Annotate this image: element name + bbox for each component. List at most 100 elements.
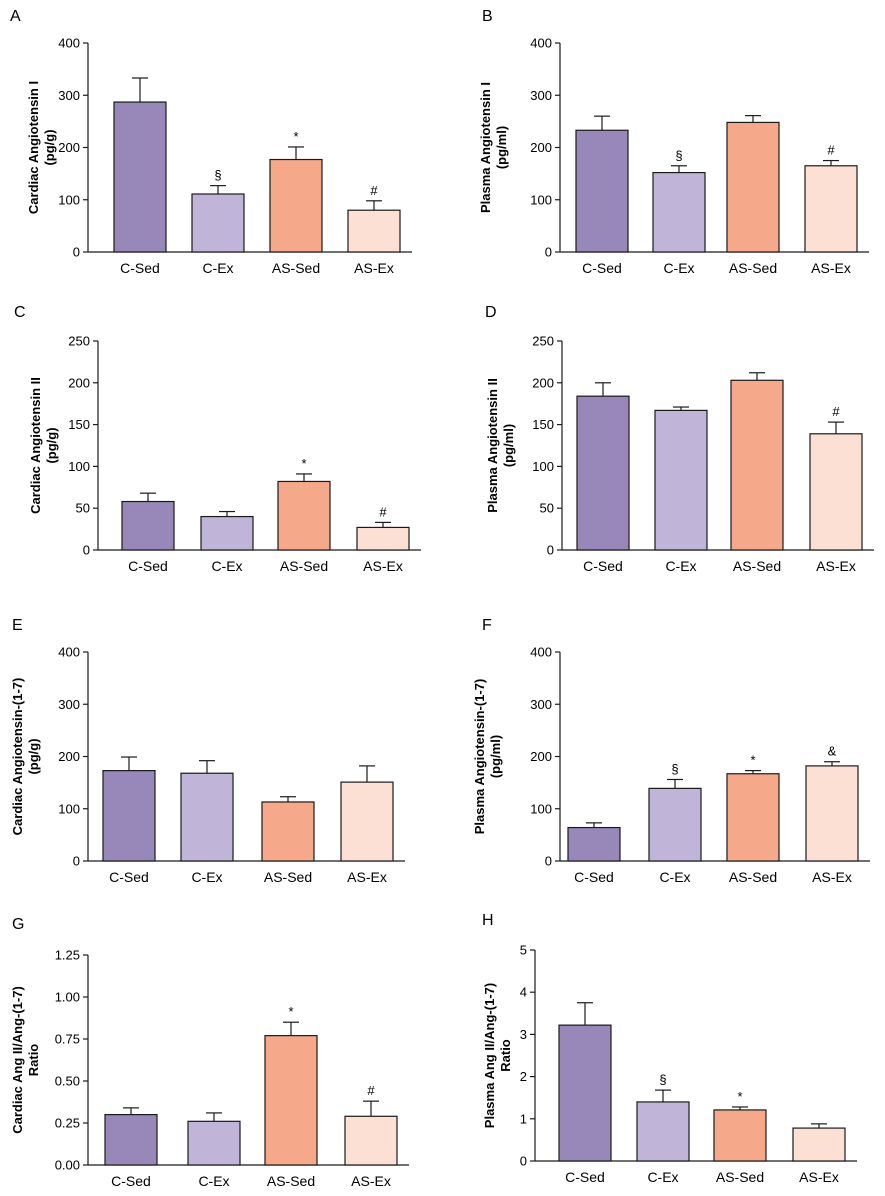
significance-mark: § [659, 1072, 666, 1087]
significance-mark: # [832, 404, 840, 419]
y-axis-label: Cardiac Angiotensin-(1-7)(pg/g) [10, 678, 41, 836]
y-tick-label: 0.00 [55, 1158, 80, 1173]
y-axis-label-line: (pg/ml) [488, 735, 503, 778]
y-axis-label: Cardiac Angiotensin II(pg/g) [28, 377, 59, 514]
chart-panel-f: F 0 100 200 300 400 Plasma Angiotensin-(1-7)(p… [472, 617, 870, 885]
bar-as-ex [792, 1127, 846, 1162]
significance-mark: * [293, 129, 298, 144]
bar-c-ex [187, 1120, 241, 1166]
chart-panel-d: D 0 50 100 150 200 250 Plasma Angiotensin II(pg… [485, 304, 874, 574]
y-tick-label: 200 [68, 375, 90, 390]
bar-c-sed [102, 770, 156, 862]
y-tick-label: 0 [83, 543, 90, 558]
bar-as-ex [340, 781, 394, 862]
x-category-label: AS-Sed [280, 558, 328, 574]
y-tick-label: 0 [545, 245, 552, 260]
bar-as-sed [261, 801, 315, 862]
chart-panel-e: E 0 100 200 300 400 Cardiac Angiotensin-(1-7)(… [10, 617, 405, 885]
significance-mark: # [370, 183, 378, 198]
y-tick-label: 0.75 [55, 1032, 80, 1047]
bar-as-sed [277, 480, 331, 551]
significance-mark: * [737, 1089, 742, 1104]
y-tick-label: 200 [58, 749, 80, 764]
significance-mark: § [675, 148, 682, 163]
x-category-label: C-Ex [198, 1173, 229, 1189]
bar-c-ex [200, 515, 254, 551]
significance-mark: * [750, 753, 755, 768]
bar-as-sed [726, 773, 780, 862]
bar-as-ex [804, 165, 858, 253]
x-category-label: C-Ex [647, 1169, 678, 1185]
y-tick-label: 400 [530, 645, 552, 660]
bar-as-ex [805, 765, 859, 862]
panel-letter: B [482, 8, 493, 25]
y-tick-label: 1.00 [55, 990, 80, 1005]
x-category-label: C-Sed [565, 1169, 605, 1185]
bar-as-sed [713, 1109, 767, 1162]
y-axis-label-line: Cardiac Angiotensin-(1-7) [10, 678, 25, 836]
x-category-label: AS-Sed [264, 869, 312, 885]
y-axis-label-line: Plasma Ang II/Ang-(1-7) [482, 983, 497, 1128]
significance-mark: # [367, 1083, 375, 1098]
x-category-label: AS-Sed [733, 558, 781, 574]
bar-as-sed [726, 121, 780, 253]
x-category-label: AS-Ex [812, 869, 852, 885]
y-tick-label: 50 [76, 501, 90, 516]
chart-panel-h: H 0 1 2 3 4 5 Plasma Ang II/Ang-(1-7)Ratio C-Sed… [482, 912, 857, 1185]
panel-letter: G [12, 916, 24, 933]
y-tick-label: 300 [58, 697, 80, 712]
x-category-label: C-Ex [659, 869, 690, 885]
y-tick-label: 1 [520, 1111, 527, 1126]
bar-c-sed [576, 395, 630, 551]
bar-c-ex [180, 772, 234, 862]
y-axis-label: Plasma Angiotensin II(pg/ml) [485, 378, 516, 513]
x-category-label: AS-Sed [267, 1173, 315, 1189]
x-category-label: C-Sed [128, 558, 168, 574]
bar-c-ex [652, 171, 706, 253]
y-tick-label: 300 [530, 88, 552, 103]
y-axis-label-line: Plasma Angiotensin I [478, 82, 493, 213]
x-category-label: AS-Ex [347, 869, 387, 885]
y-tick-label: 100 [532, 459, 554, 474]
x-category-label: AS-Ex [811, 260, 851, 276]
x-category-label: AS-Ex [354, 260, 394, 276]
x-category-label: AS-Ex [363, 558, 403, 574]
significance-mark: * [301, 456, 306, 471]
significance-mark: # [827, 143, 835, 158]
y-axis-label-line: (pg/ml) [501, 424, 516, 467]
y-axis-label-line: Cardiac Angiotensin II [28, 377, 43, 514]
x-category-label: AS-Sed [272, 260, 320, 276]
y-axis-label: Cardiac Ang II/Ang-(1-7)Ratio [10, 986, 41, 1134]
y-tick-label: 3 [520, 1027, 527, 1042]
bar-as-sed [269, 158, 323, 253]
x-category-label: C-Ex [665, 558, 696, 574]
panel-letter: A [10, 8, 21, 25]
bar-as-ex [809, 433, 863, 551]
bar-as-ex [344, 1115, 398, 1166]
significance-mark: # [379, 504, 387, 519]
x-category-label: AS-Ex [816, 558, 856, 574]
x-category-label: C-Sed [583, 558, 623, 574]
y-axis-label-line: (pg/g) [42, 129, 57, 165]
y-tick-label: 200 [530, 140, 552, 155]
y-axis-label-line: Plasma Angiotensin II [485, 378, 500, 513]
bar-c-ex [636, 1101, 690, 1162]
y-axis-label-line: Ratio [26, 1044, 41, 1077]
y-tick-label: 0 [547, 543, 554, 558]
y-tick-label: 100 [530, 192, 552, 207]
y-axis-label-line: (pg/ml) [494, 126, 509, 169]
panel-letter: D [485, 304, 497, 321]
y-tick-label: 100 [58, 192, 80, 207]
bar-c-sed [121, 500, 175, 551]
y-tick-label: 0.25 [55, 1116, 80, 1131]
panel-letter: H [482, 912, 494, 929]
y-tick-label: 250 [532, 334, 554, 349]
panel-letter: F [482, 617, 492, 634]
y-tick-label: 4 [520, 985, 527, 1000]
y-axis-label-line: Cardiac Ang II/Ang-(1-7) [10, 986, 25, 1134]
y-tick-label: 200 [58, 140, 80, 155]
chart-panel-g: G 0.00 0.25 0.50 0.75 1.00 1.25 Cardiac Ang II/… [10, 916, 409, 1189]
significance-mark: § [214, 168, 221, 183]
bar-c-sed [104, 1113, 158, 1166]
